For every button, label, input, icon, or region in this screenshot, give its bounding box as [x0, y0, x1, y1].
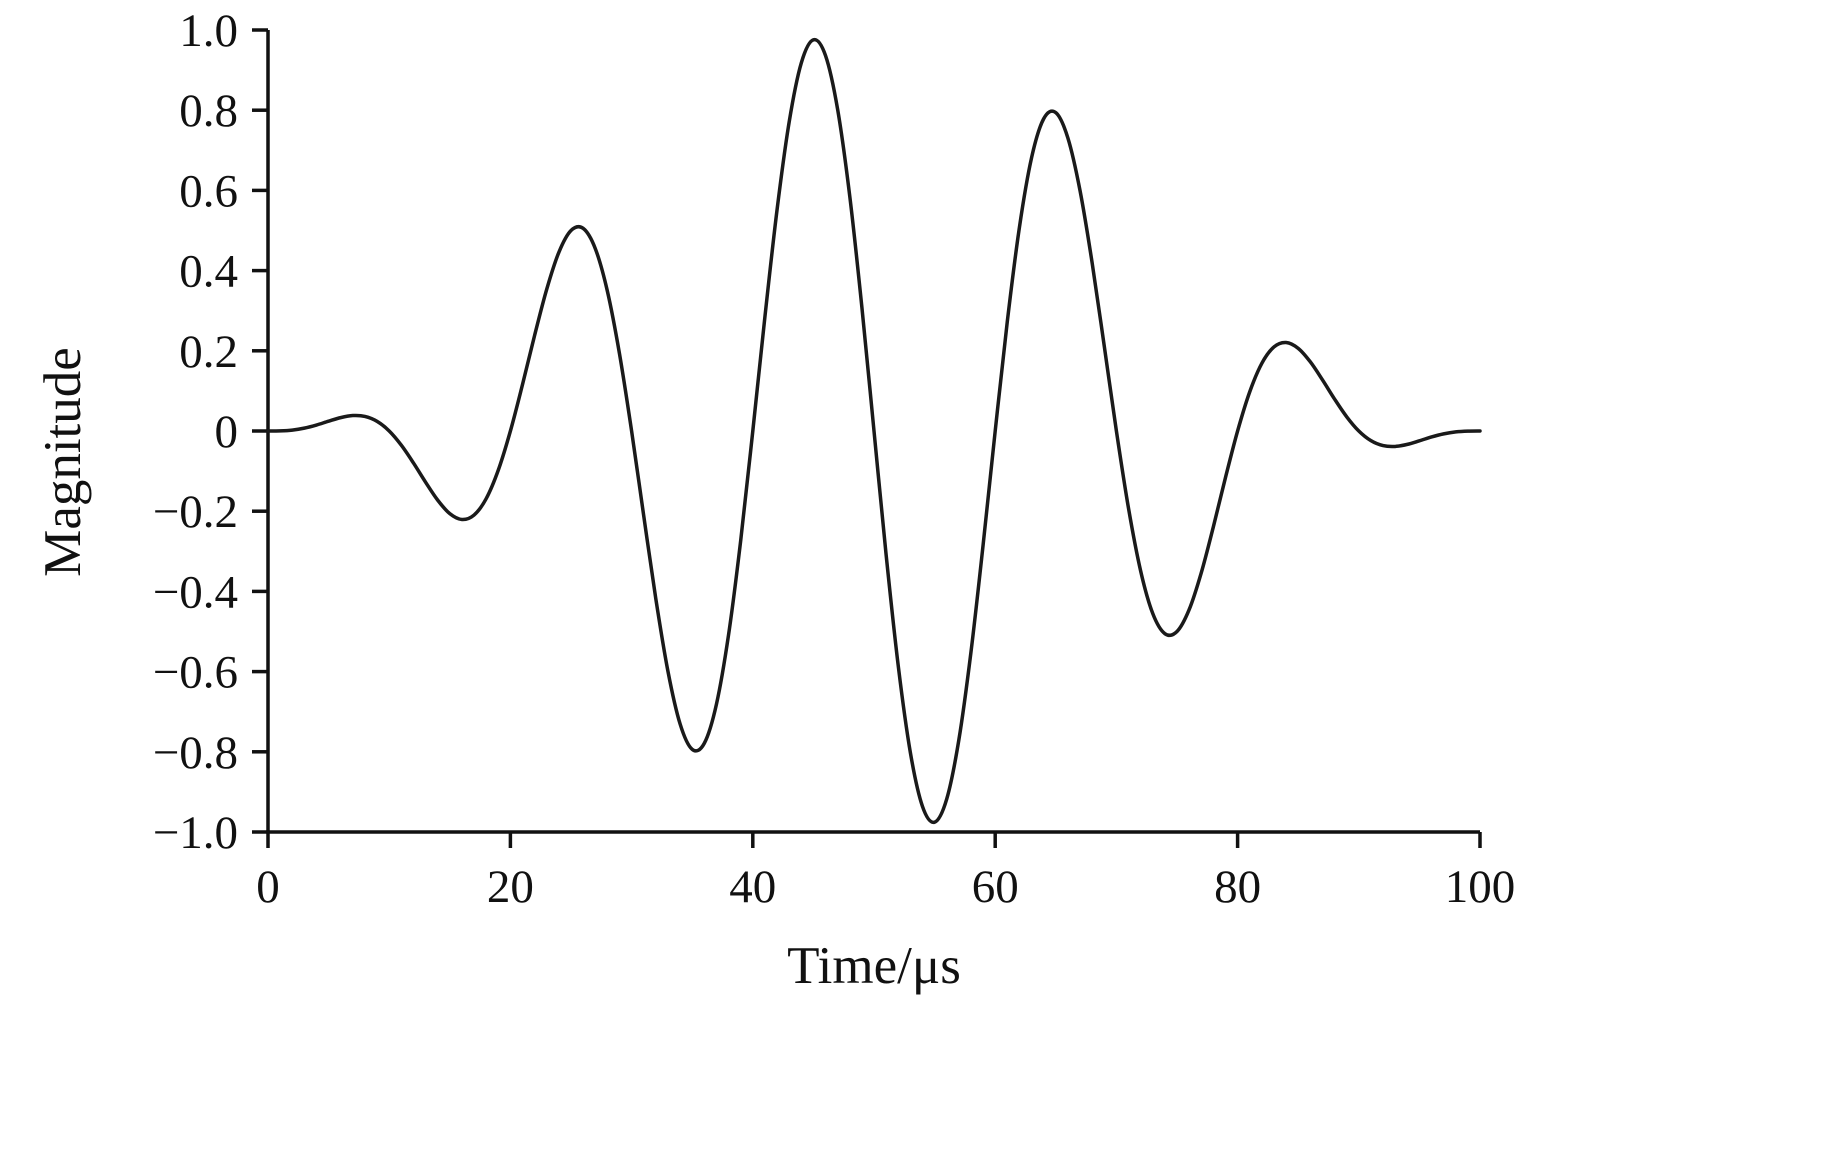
y-tick-label: −0.4 — [153, 566, 238, 618]
y-axis-label: Magnitude — [34, 347, 92, 577]
x-tick-label: 0 — [256, 861, 280, 913]
tick-labels: 1.0 0.8 0.6 0.4 0.2 0 −0.2 −0.4 −0.6 −0.8 −1.0 0 20 4… — [153, 5, 1516, 913]
x-tick-label: 60 — [972, 861, 1019, 913]
waveform-line — [266, 37, 1482, 825]
y-tick-label: −0.2 — [153, 486, 238, 538]
y-tick-label: 0 — [215, 406, 239, 458]
x-tick-label: 100 — [1445, 861, 1516, 913]
x-tick-label: 20 — [487, 861, 534, 913]
x-tick-label: 80 — [1214, 861, 1261, 913]
tick-marks — [252, 28, 1482, 848]
y-tick-label: −0.6 — [153, 647, 238, 699]
y-tick-label: 0.4 — [179, 246, 238, 298]
y-tick-label: 0.6 — [179, 165, 238, 217]
y-tick-label: 1.0 — [179, 5, 238, 57]
y-tick-label: −0.8 — [153, 727, 238, 779]
x-axis-label: Time/μs — [787, 937, 961, 995]
x-tick-label: 40 — [729, 861, 776, 913]
y-tick-label: −1.0 — [153, 807, 238, 859]
y-tick-label: 0.8 — [179, 85, 238, 137]
y-tick-label: 0.2 — [179, 326, 238, 378]
